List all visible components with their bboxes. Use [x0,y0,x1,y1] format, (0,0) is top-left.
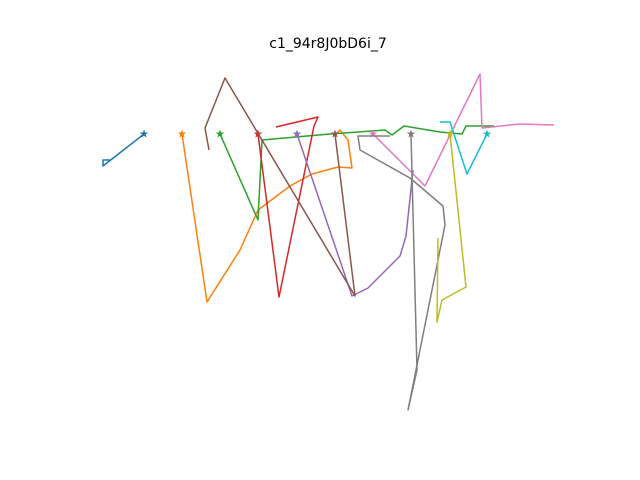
series-line [357,133,446,411]
series-line [219,125,494,221]
series-line [372,73,555,187]
start-marker [139,129,149,138]
start-marker [482,129,492,138]
start-marker [445,129,455,138]
series-line [436,133,467,323]
start-marker [368,129,378,138]
series-line [296,133,414,297]
start-marker [292,129,302,138]
series-line [257,116,319,298]
start-marker [215,129,225,138]
series-line [181,129,353,303]
chart-title: c1_94r8J0bD6i_7 [269,36,387,52]
series-line [440,121,488,175]
start-marker [406,129,416,138]
start-marker [177,129,187,138]
start-marker [330,129,340,138]
series-line [204,77,356,297]
series-line [102,133,145,167]
